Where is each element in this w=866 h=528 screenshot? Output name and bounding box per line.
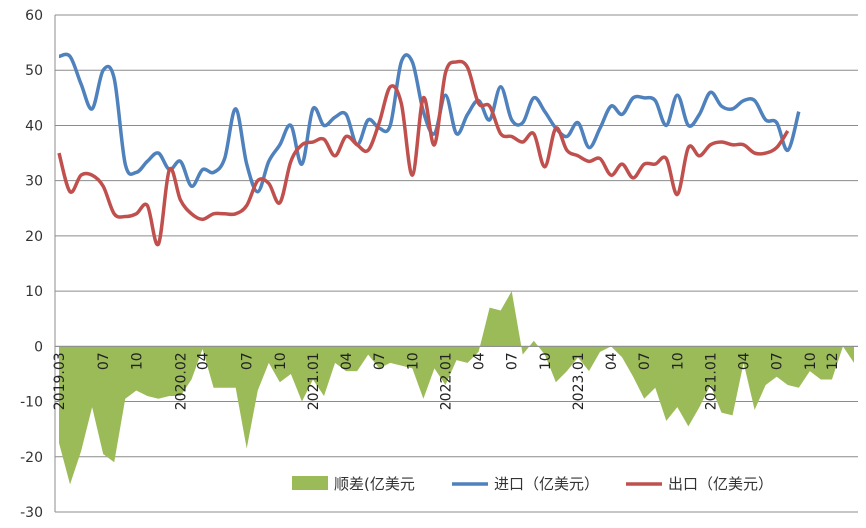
legend: 顺差(亿美元 进口（亿美元） 出口（亿美元） [292, 475, 773, 493]
x-tick-label: 12 [825, 352, 841, 370]
x-tick-label: 04 [339, 352, 355, 370]
x-tick-label: 04 [737, 352, 753, 370]
series-export-line [57, 59, 790, 247]
x-tick-label: 04 [604, 352, 620, 370]
legend-label-export: 出口（亿美元） [668, 475, 773, 493]
y-tick-label: -10 [20, 395, 43, 411]
y-tick-label: -20 [20, 450, 43, 466]
x-tick-label: 07 [637, 352, 653, 370]
series-balance-area [59, 291, 854, 485]
y-tick-label: 30 [25, 174, 43, 190]
x-tick-label: 07 [240, 352, 256, 370]
axes [54, 15, 858, 512]
legend-label-import: 进口（亿美元） [494, 475, 599, 493]
y-tick-label: 50 [25, 63, 43, 79]
x-tick-label: 2023.01 [571, 352, 587, 410]
x-tick-label: 04 [472, 352, 488, 370]
legend-label-balance: 顺差(亿美元 [334, 475, 415, 493]
grid-lines [55, 14, 858, 513]
y-tick-label: 10 [25, 284, 43, 300]
x-tick-label: 07 [505, 352, 521, 370]
x-tick-label: 07 [770, 352, 786, 370]
x-tick-labels: 2019.03 07 10 2020.02 04 07 10 2021.01 04 07 10 202… [52, 352, 841, 410]
x-tick-label: 07 [372, 352, 388, 370]
legend-swatch-balance [292, 476, 328, 490]
series-import-line [58, 52, 801, 194]
y-tick-label: 40 [25, 118, 43, 134]
y-tick-label: 0 [34, 339, 43, 355]
y-tick-label: 60 [25, 8, 43, 24]
x-tick-label: 10 [538, 352, 554, 370]
x-tick-label: 2021.01 [703, 352, 719, 410]
x-tick-label: 07 [96, 352, 112, 370]
x-tick-label: 2019.03 [52, 352, 68, 410]
x-tick-label: 10 [273, 352, 289, 370]
x-tick-label: 10 [670, 352, 686, 370]
x-tick-label: 10 [803, 352, 819, 370]
y-tick-label: -30 [20, 505, 43, 521]
balance-area-layer [59, 291, 854, 485]
x-tick-label: 2021.01 [306, 352, 322, 410]
y-tick-label: 20 [25, 229, 43, 245]
y-tick-labels: -30 -20 -10 0 10 20 30 40 50 60 [20, 8, 43, 521]
x-tick-label: 10 [129, 352, 145, 370]
x-tick-label: 10 [405, 352, 421, 370]
x-tick-label: 04 [196, 352, 212, 370]
x-tick-label: 2022.01 [438, 352, 454, 410]
x-tick-label: 2020.02 [173, 352, 189, 410]
line-series-layer [57, 52, 801, 247]
